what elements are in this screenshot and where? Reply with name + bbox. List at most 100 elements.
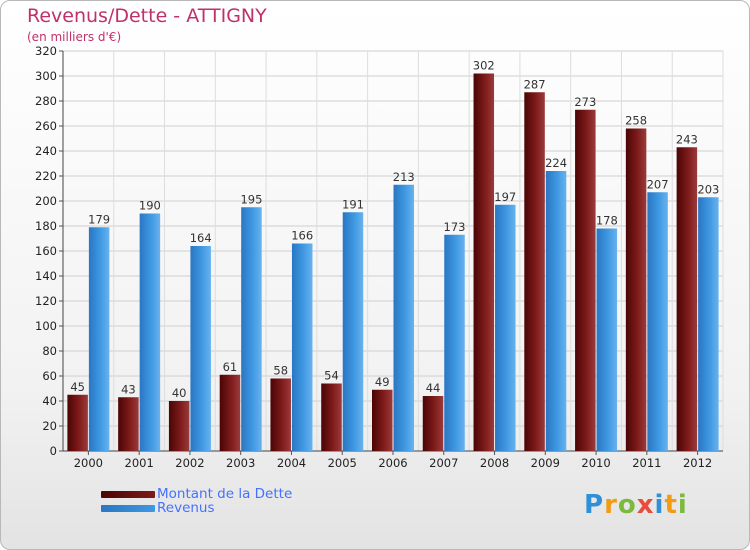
y-tick-label: 60 xyxy=(42,369,57,383)
bar-revenus xyxy=(647,192,668,451)
bar-dette xyxy=(422,396,444,451)
bar-dette xyxy=(676,147,698,451)
logo-letter: P xyxy=(584,490,605,520)
data-label: 197 xyxy=(494,190,516,204)
bar-dette xyxy=(67,394,88,451)
x-tick-label: 2002 xyxy=(175,456,204,470)
bar-revenus xyxy=(444,234,465,451)
chart-subtitle: (en milliers d'€) xyxy=(27,30,122,44)
bar-dette xyxy=(168,401,190,451)
chart-title: Revenus/Dette - ATTIGNY xyxy=(27,5,267,27)
x-tick-label: 2012 xyxy=(683,456,712,470)
x-tick-label: 2009 xyxy=(531,456,560,470)
logo-letter: o xyxy=(617,490,637,520)
bar-dette xyxy=(219,374,241,451)
logo-letter: i xyxy=(654,490,665,520)
x-tick-label: 2010 xyxy=(581,456,610,470)
data-label: 173 xyxy=(444,220,466,234)
data-labels: 45 179 43 190 40 164 61 195 58 166 54 191 49 213 44 173… xyxy=(70,59,719,401)
data-label: 302 xyxy=(473,59,495,73)
y-tick-label: 120 xyxy=(35,294,57,308)
legend-swatch-revenus xyxy=(101,504,155,512)
bar-dette xyxy=(321,383,342,451)
y-tick-label: 240 xyxy=(35,144,57,158)
data-label: 58 xyxy=(273,364,288,378)
legend-swatch-dette xyxy=(101,490,155,498)
data-label: 54 xyxy=(324,369,339,383)
data-label: 224 xyxy=(545,156,567,170)
data-label: 40 xyxy=(172,386,187,400)
bar-revenus xyxy=(596,228,618,451)
data-label: 243 xyxy=(676,132,698,146)
x-tick-label: 2000 xyxy=(74,456,103,470)
data-label: 203 xyxy=(697,182,719,196)
y-tick-label: 300 xyxy=(35,69,57,83)
bar-dette xyxy=(625,128,647,451)
data-label: 44 xyxy=(426,381,441,395)
bar-dette xyxy=(118,397,139,451)
bar-dette xyxy=(473,73,495,451)
bar-revenus xyxy=(88,227,110,451)
data-label: 164 xyxy=(190,231,212,245)
axes: 0 20 40 60 80 100 120 140 160 180 200 220 240 260 280 3… xyxy=(35,44,723,470)
y-tick-label: 320 xyxy=(35,44,57,58)
y-tick-label: 200 xyxy=(35,194,57,208)
data-label: 178 xyxy=(596,214,618,228)
legend-label-dette: Montant de la Dette xyxy=(157,486,293,502)
x-tick-label: 2004 xyxy=(277,456,306,470)
grid-lines xyxy=(62,50,724,452)
bar-revenus xyxy=(698,197,719,451)
data-label: 207 xyxy=(647,177,669,191)
bar-revenus xyxy=(190,246,211,451)
bar-dette xyxy=(372,389,393,451)
data-label: 179 xyxy=(88,212,110,226)
y-tick-label: 40 xyxy=(42,394,57,408)
legend: Montant de la Dette Revenus xyxy=(101,486,293,516)
logo-letter: t xyxy=(664,490,678,520)
y-tick-label: 180 xyxy=(35,219,57,233)
bar-revenus xyxy=(495,204,516,451)
data-label: 213 xyxy=(393,170,415,184)
logo-letter: r xyxy=(604,490,618,520)
data-label: 273 xyxy=(574,95,596,109)
bar-revenus xyxy=(291,243,313,451)
legend-item-dette: Montant de la Dette xyxy=(101,486,293,502)
data-label: 195 xyxy=(240,192,262,206)
data-label: 49 xyxy=(375,375,390,389)
proxiti-logo: Proxiti xyxy=(584,490,688,520)
y-tick-label: 80 xyxy=(42,344,57,358)
data-label: 287 xyxy=(524,77,546,91)
legend-label-revenus: Revenus xyxy=(157,500,215,516)
bar-dette xyxy=(524,92,545,451)
bar-revenus xyxy=(342,212,364,451)
legend-item-revenus: Revenus xyxy=(101,500,292,516)
y-tick-label: 280 xyxy=(35,94,57,108)
bar-dette xyxy=(270,378,291,451)
bar-revenus xyxy=(393,184,414,451)
x-tick-label: 2008 xyxy=(480,456,509,470)
data-label: 61 xyxy=(223,360,238,374)
x-tick-label: 2005 xyxy=(328,456,357,470)
x-tick-label: 2011 xyxy=(632,456,661,470)
data-label: 45 xyxy=(70,380,85,394)
data-label: 191 xyxy=(342,197,364,211)
x-tick-label: 2001 xyxy=(125,456,154,470)
x-tick-label: 2007 xyxy=(429,456,458,470)
bar-revenus xyxy=(545,171,567,451)
data-label: 166 xyxy=(291,229,313,243)
y-tick-label: 140 xyxy=(35,269,57,283)
x-tick-label: 2006 xyxy=(378,456,407,470)
data-label: 43 xyxy=(121,382,136,396)
y-tick-label: 100 xyxy=(35,319,57,333)
data-label: 258 xyxy=(625,114,647,128)
y-tick-label: 260 xyxy=(35,119,57,133)
bar-dette xyxy=(575,109,596,451)
data-label: 190 xyxy=(139,199,161,213)
y-tick-label: 20 xyxy=(42,419,57,433)
y-tick-label: 220 xyxy=(35,169,57,183)
y-tick-label: 0 xyxy=(50,444,57,458)
x-tick-label: 2003 xyxy=(226,456,255,470)
bar-revenus xyxy=(241,207,262,451)
